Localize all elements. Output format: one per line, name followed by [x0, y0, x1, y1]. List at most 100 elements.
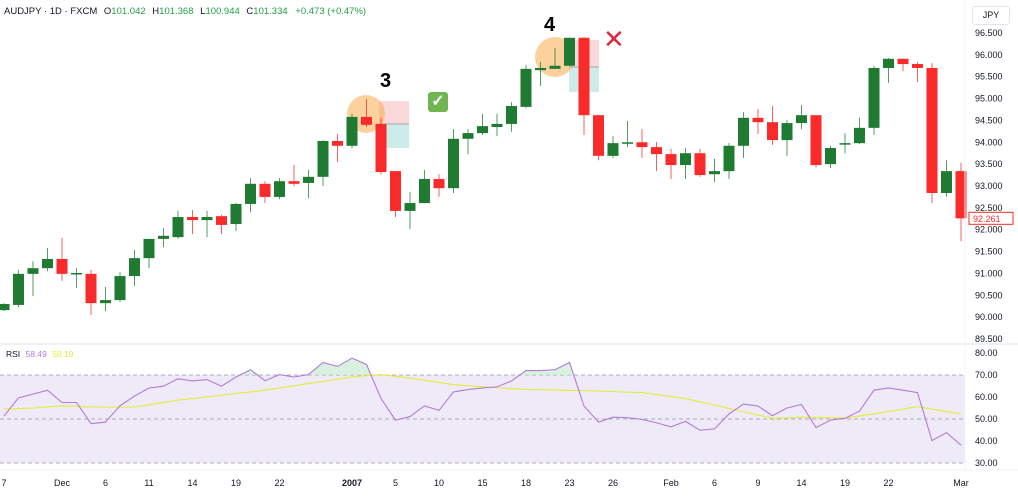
candle-body — [42, 259, 53, 269]
price-tick-label: 94.500 — [975, 115, 1003, 125]
candle — [709, 158, 720, 183]
candle — [42, 248, 53, 272]
candle — [752, 109, 764, 134]
candle — [71, 268, 82, 288]
candle-body — [56, 259, 68, 274]
candle — [462, 129, 474, 155]
low-label: L — [200, 6, 206, 17]
candle — [375, 117, 387, 175]
time-tick-label: Mar — [953, 478, 969, 488]
candle — [926, 63, 938, 204]
candle — [636, 129, 648, 159]
candle — [143, 238, 155, 269]
candle-body — [71, 272, 82, 275]
price-tick-label: 96.000 — [975, 50, 1003, 60]
candle-body — [680, 153, 691, 166]
candle — [158, 227, 169, 248]
candle-body — [767, 122, 778, 141]
time-tick-label: 11 — [144, 478, 153, 488]
price-tick-label: 91.500 — [975, 247, 1003, 257]
candle — [230, 203, 242, 232]
candle-body — [448, 138, 459, 189]
candle-body — [172, 217, 184, 238]
cross-icon: ✕ — [603, 24, 625, 54]
candle-body — [854, 127, 865, 144]
candle-body — [187, 217, 198, 221]
candle-body — [506, 106, 517, 124]
candle-body — [607, 143, 619, 156]
time-tick-label: 7 — [1, 478, 6, 488]
time-tick-label: Feb — [663, 478, 679, 488]
change-value: +0.473 (+0.47%) — [295, 6, 367, 17]
rsi-ma-line — [3, 374, 962, 419]
candle — [288, 165, 300, 186]
candle-body — [158, 235, 169, 239]
rsi-legend[interactable]: RSI 58.49 58.19 — [6, 349, 73, 359]
candle-body — [535, 67, 546, 71]
candle-body — [433, 179, 445, 189]
candle — [187, 210, 198, 235]
candle — [56, 238, 68, 281]
candle — [810, 115, 822, 168]
candle — [27, 261, 39, 297]
candle — [535, 61, 546, 86]
candle — [607, 136, 619, 159]
candle — [332, 133, 343, 162]
current-price-label: 92.261 — [973, 214, 1001, 224]
open-value: 101.042 — [111, 6, 146, 17]
time-tick-label: 23 — [564, 478, 574, 488]
time-tick-label: 22 — [883, 478, 893, 488]
time-tick-label: 9 — [755, 478, 760, 488]
candle — [361, 99, 372, 127]
candle — [520, 64, 532, 109]
rsi-label: RSI — [6, 349, 21, 359]
currency-button[interactable]: JPY — [972, 6, 1010, 25]
time-tick-label: 6 — [712, 478, 717, 488]
candle-body — [752, 117, 764, 123]
candle — [390, 171, 401, 218]
candle — [114, 272, 126, 302]
rsi-value: 58.49 — [25, 349, 47, 359]
candle — [897, 58, 909, 72]
candle-body — [665, 154, 677, 166]
candle — [100, 286, 111, 312]
annotation-label-3: 3 — [380, 70, 392, 92]
candle — [651, 141, 662, 172]
candle-body — [13, 273, 24, 305]
candle — [941, 160, 952, 197]
candle-body — [781, 123, 793, 141]
time-tick-label: 15 — [477, 478, 487, 488]
candle-body — [332, 140, 343, 146]
candle — [767, 106, 778, 145]
candle-body — [375, 123, 387, 173]
price-tick-label: 92.500 — [975, 203, 1003, 213]
candle — [912, 61, 923, 82]
candle-body — [143, 238, 155, 259]
candle — [796, 105, 807, 130]
candle-body — [839, 143, 851, 145]
candle — [85, 269, 97, 315]
candle-body — [738, 117, 749, 146]
candle — [433, 174, 445, 197]
stop-loss-zone-3 — [379, 101, 409, 124]
symbol-label: AUDJPY · 1D · FXCM — [4, 6, 98, 17]
price-tick-label: 92.000 — [975, 225, 1003, 235]
time-tick-label: Dec — [54, 478, 71, 488]
candle — [564, 37, 575, 66]
candle-body — [201, 217, 213, 221]
price-tick-label: 90.000 — [975, 312, 1003, 322]
candle-body — [245, 183, 256, 204]
candle — [839, 133, 851, 154]
candle — [245, 178, 256, 213]
candle-body — [564, 37, 575, 66]
candle — [346, 113, 358, 148]
candle-body — [419, 179, 430, 204]
candle-body — [694, 153, 706, 176]
candle-body — [636, 142, 648, 148]
candles — [0, 36, 967, 315]
rsi-tick-label: 40.00 — [975, 436, 998, 446]
candle — [491, 113, 503, 137]
candle-body — [27, 268, 39, 274]
